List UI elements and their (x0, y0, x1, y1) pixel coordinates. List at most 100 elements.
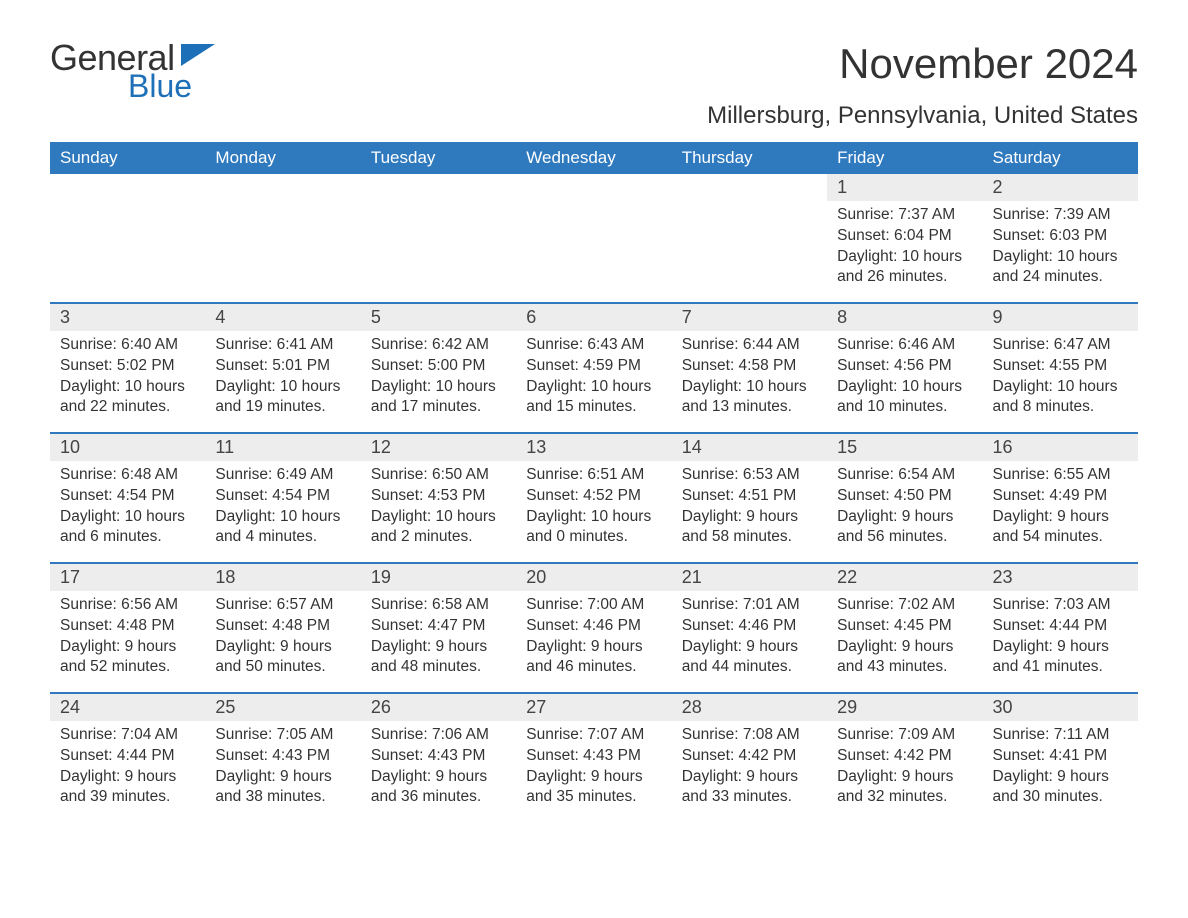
sunset-line: Sunset: 4:42 PM (837, 746, 972, 766)
day-cell: 27Sunrise: 7:07 AMSunset: 4:43 PMDayligh… (516, 694, 671, 822)
daylight-line: Daylight: 10 hours and 10 minutes. (837, 377, 972, 417)
day-cell: 17Sunrise: 6:56 AMSunset: 4:48 PMDayligh… (50, 564, 205, 692)
day-number: 8 (827, 304, 982, 331)
sunrise-line: Sunrise: 6:57 AM (215, 595, 350, 615)
sunrise-line: Sunrise: 7:02 AM (837, 595, 972, 615)
day-number: 12 (361, 434, 516, 461)
sunset-line: Sunset: 4:43 PM (371, 746, 506, 766)
day-body: Sunrise: 6:55 AMSunset: 4:49 PMDaylight:… (983, 461, 1138, 548)
daylight-line: Daylight: 9 hours and 56 minutes. (837, 507, 972, 547)
day-number: 10 (50, 434, 205, 461)
day-number: 28 (672, 694, 827, 721)
day-body: Sunrise: 7:08 AMSunset: 4:42 PMDaylight:… (672, 721, 827, 808)
sunset-line: Sunset: 4:44 PM (993, 616, 1128, 636)
daylight-line: Daylight: 10 hours and 2 minutes. (371, 507, 506, 547)
daylight-line: Daylight: 10 hours and 4 minutes. (215, 507, 350, 547)
day-cell: 21Sunrise: 7:01 AMSunset: 4:46 PMDayligh… (672, 564, 827, 692)
sunrise-line: Sunrise: 6:42 AM (371, 335, 506, 355)
daylight-line: Daylight: 10 hours and 26 minutes. (837, 247, 972, 287)
sunrise-line: Sunrise: 7:11 AM (993, 725, 1128, 745)
day-cell: 3Sunrise: 6:40 AMSunset: 5:02 PMDaylight… (50, 304, 205, 432)
day-number: 5 (361, 304, 516, 331)
day-cell: .. (361, 174, 516, 302)
sunset-line: Sunset: 5:02 PM (60, 356, 195, 376)
day-number: 21 (672, 564, 827, 591)
sunset-line: Sunset: 6:04 PM (837, 226, 972, 246)
sunrise-line: Sunrise: 7:03 AM (993, 595, 1128, 615)
day-number: 1 (827, 174, 982, 201)
day-number: 25 (205, 694, 360, 721)
daylight-line: Daylight: 9 hours and 38 minutes. (215, 767, 350, 807)
sunrise-line: Sunrise: 6:43 AM (526, 335, 661, 355)
sunrise-line: Sunrise: 6:40 AM (60, 335, 195, 355)
day-cell: .. (516, 174, 671, 302)
sunrise-line: Sunrise: 6:54 AM (837, 465, 972, 485)
day-number: 20 (516, 564, 671, 591)
sunset-line: Sunset: 4:52 PM (526, 486, 661, 506)
daylight-line: Daylight: 9 hours and 50 minutes. (215, 637, 350, 677)
daylight-line: Daylight: 9 hours and 30 minutes. (993, 767, 1128, 807)
sunset-line: Sunset: 4:42 PM (682, 746, 817, 766)
day-cell: 12Sunrise: 6:50 AMSunset: 4:53 PMDayligh… (361, 434, 516, 562)
sunset-line: Sunset: 5:01 PM (215, 356, 350, 376)
daylight-line: Daylight: 10 hours and 24 minutes. (993, 247, 1128, 287)
sunrise-line: Sunrise: 7:09 AM (837, 725, 972, 745)
day-number: 19 (361, 564, 516, 591)
sunset-line: Sunset: 4:50 PM (837, 486, 972, 506)
week-row: 17Sunrise: 6:56 AMSunset: 4:48 PMDayligh… (50, 562, 1138, 692)
sunrise-line: Sunrise: 7:00 AM (526, 595, 661, 615)
day-number: 23 (983, 564, 1138, 591)
day-number: 27 (516, 694, 671, 721)
day-cell: 26Sunrise: 7:06 AMSunset: 4:43 PMDayligh… (361, 694, 516, 822)
calendar: Sunday Monday Tuesday Wednesday Thursday… (50, 142, 1138, 822)
day-cell: 6Sunrise: 6:43 AMSunset: 4:59 PMDaylight… (516, 304, 671, 432)
day-cell: .. (672, 174, 827, 302)
month-title: November 2024 (707, 40, 1138, 88)
day-body: Sunrise: 6:47 AMSunset: 4:55 PMDaylight:… (983, 331, 1138, 418)
day-number: 30 (983, 694, 1138, 721)
day-body: Sunrise: 6:41 AMSunset: 5:01 PMDaylight:… (205, 331, 360, 418)
day-body: Sunrise: 6:53 AMSunset: 4:51 PMDaylight:… (672, 461, 827, 548)
sunrise-line: Sunrise: 6:41 AM (215, 335, 350, 355)
dow-sunday: Sunday (50, 142, 205, 174)
day-cell: 10Sunrise: 6:48 AMSunset: 4:54 PMDayligh… (50, 434, 205, 562)
dow-monday: Monday (205, 142, 360, 174)
day-body: Sunrise: 6:46 AMSunset: 4:56 PMDaylight:… (827, 331, 982, 418)
daylight-line: Daylight: 9 hours and 43 minutes. (837, 637, 972, 677)
day-number: 4 (205, 304, 360, 331)
daylight-line: Daylight: 9 hours and 54 minutes. (993, 507, 1128, 547)
day-body: Sunrise: 7:11 AMSunset: 4:41 PMDaylight:… (983, 721, 1138, 808)
sunset-line: Sunset: 4:59 PM (526, 356, 661, 376)
day-cell: .. (205, 174, 360, 302)
day-cell: 30Sunrise: 7:11 AMSunset: 4:41 PMDayligh… (983, 694, 1138, 822)
day-body: Sunrise: 6:40 AMSunset: 5:02 PMDaylight:… (50, 331, 205, 418)
day-body: Sunrise: 6:43 AMSunset: 4:59 PMDaylight:… (516, 331, 671, 418)
day-body: Sunrise: 7:07 AMSunset: 4:43 PMDaylight:… (516, 721, 671, 808)
logo: General Blue (50, 40, 215, 102)
sunset-line: Sunset: 4:44 PM (60, 746, 195, 766)
sunset-line: Sunset: 4:51 PM (682, 486, 817, 506)
day-body: Sunrise: 6:50 AMSunset: 4:53 PMDaylight:… (361, 461, 516, 548)
day-number: 14 (672, 434, 827, 461)
daylight-line: Daylight: 10 hours and 6 minutes. (60, 507, 195, 547)
week-row: ..........1Sunrise: 7:37 AMSunset: 6:04 … (50, 174, 1138, 302)
sunrise-line: Sunrise: 6:48 AM (60, 465, 195, 485)
sunset-line: Sunset: 4:54 PM (60, 486, 195, 506)
day-cell: 5Sunrise: 6:42 AMSunset: 5:00 PMDaylight… (361, 304, 516, 432)
sunrise-line: Sunrise: 6:47 AM (993, 335, 1128, 355)
day-of-week-header: Sunday Monday Tuesday Wednesday Thursday… (50, 142, 1138, 174)
day-body: Sunrise: 6:44 AMSunset: 4:58 PMDaylight:… (672, 331, 827, 418)
day-number: 13 (516, 434, 671, 461)
day-cell: 25Sunrise: 7:05 AMSunset: 4:43 PMDayligh… (205, 694, 360, 822)
day-cell: 14Sunrise: 6:53 AMSunset: 4:51 PMDayligh… (672, 434, 827, 562)
day-cell: 19Sunrise: 6:58 AMSunset: 4:47 PMDayligh… (361, 564, 516, 692)
day-body: Sunrise: 6:48 AMSunset: 4:54 PMDaylight:… (50, 461, 205, 548)
day-number: 24 (50, 694, 205, 721)
day-cell: 8Sunrise: 6:46 AMSunset: 4:56 PMDaylight… (827, 304, 982, 432)
weeks-container: ..........1Sunrise: 7:37 AMSunset: 6:04 … (50, 174, 1138, 822)
day-number: 17 (50, 564, 205, 591)
sunrise-line: Sunrise: 7:01 AM (682, 595, 817, 615)
day-number: 9 (983, 304, 1138, 331)
day-body: Sunrise: 7:37 AMSunset: 6:04 PMDaylight:… (827, 201, 982, 288)
sunrise-line: Sunrise: 7:37 AM (837, 205, 972, 225)
